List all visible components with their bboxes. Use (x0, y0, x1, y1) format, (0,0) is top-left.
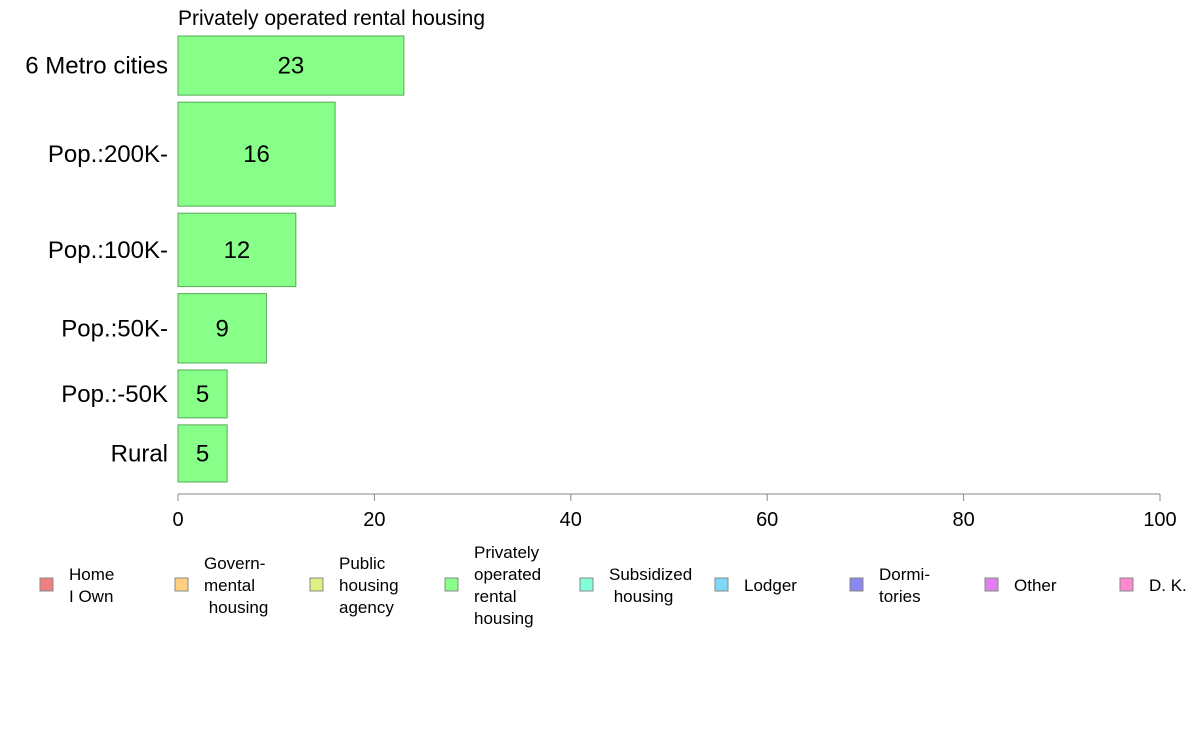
x-tick-label: 20 (363, 509, 385, 531)
category-label: Pop.:100K- (48, 237, 168, 264)
x-tick-label: 80 (952, 509, 974, 531)
bar-value-label: 16 (243, 141, 270, 168)
legend-label: Home I Own (69, 565, 114, 606)
x-tick-label: 100 (1143, 509, 1176, 531)
category-label: Rural (111, 440, 168, 467)
category-label: Pop.:200K- (48, 141, 168, 168)
legend-swatch (579, 577, 594, 592)
bar-value-label: 9 (216, 315, 229, 342)
category-label: Pop.:-50K (61, 381, 168, 408)
bar-value-label: 12 (224, 237, 251, 264)
legend-label: Lodger (744, 576, 797, 595)
legend-swatch (309, 577, 324, 592)
x-tick-label: 60 (756, 509, 778, 531)
x-tick-label: 40 (560, 509, 582, 531)
bar-value-label: 5 (196, 381, 209, 408)
bar (177, 293, 267, 364)
category-label: Pop.:50K- (61, 315, 168, 342)
legend-label: D. K. (1149, 576, 1187, 595)
chart-title: Privately operated rental housing (178, 7, 485, 30)
legend-swatch (39, 577, 54, 592)
bar (177, 369, 228, 419)
bar-value-label: 23 (278, 53, 305, 80)
x-tick-label: 0 (172, 509, 183, 531)
legend-label: Public housing agency (339, 554, 399, 617)
legend-swatch (714, 577, 729, 592)
bar-value-label: 5 (196, 440, 209, 467)
bar (177, 35, 405, 96)
bar (177, 101, 336, 207)
legend-label: Other (1014, 576, 1057, 595)
legend-swatch (444, 577, 459, 592)
legend-label: Dormi-tories (879, 565, 930, 606)
legend-label: Privately operated rental housing (474, 543, 541, 628)
bar (177, 212, 297, 288)
legend-swatch (1119, 577, 1134, 592)
bar (177, 424, 228, 483)
legend-swatch (849, 577, 864, 592)
category-label: 6 Metro cities (25, 53, 168, 80)
legend-swatch (984, 577, 999, 592)
legend-label: Subsidized housing (609, 565, 692, 606)
legend-swatch (174, 577, 189, 592)
legend-label: Govern-mental housing (204, 554, 268, 617)
